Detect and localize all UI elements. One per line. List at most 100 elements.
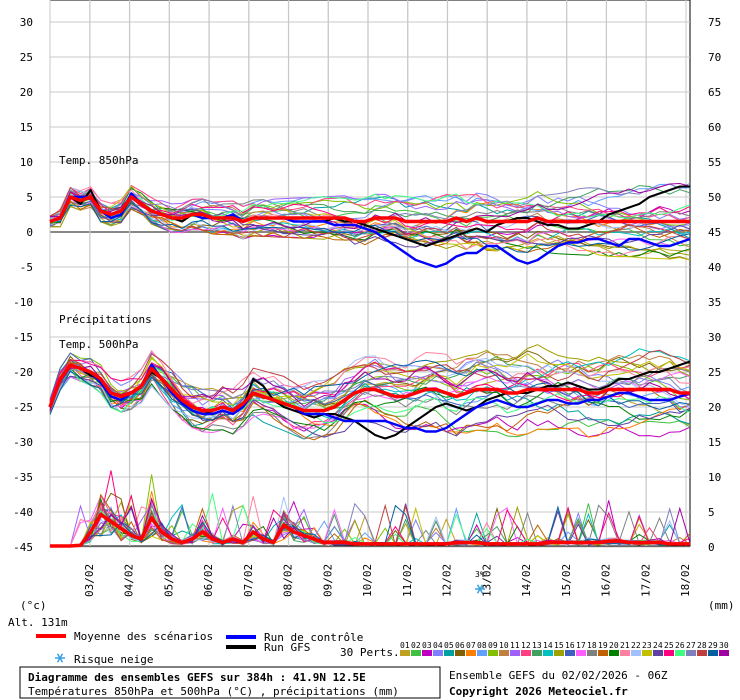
pert-850-line — [49, 200, 691, 253]
left-tick-label: 10 — [20, 156, 33, 169]
pert-number: 30 — [719, 641, 729, 650]
pert-swatch — [433, 650, 443, 656]
pert-swatch — [543, 650, 553, 656]
snowflake-icon — [475, 584, 485, 594]
snowflake-legend-icon — [55, 653, 65, 663]
left-tick-label: 30 — [20, 16, 33, 29]
pert-850-line — [49, 186, 691, 241]
left-tick-label: -5 — [20, 261, 33, 274]
pert-swatch — [609, 650, 619, 656]
pert-swatch — [642, 650, 652, 656]
pert-swatch — [411, 650, 421, 656]
x-tick-label: 11/02 — [401, 564, 414, 597]
t850-mean-line — [49, 195, 690, 224]
main-series — [48, 185, 691, 548]
x-tick-label: 17/02 — [639, 564, 652, 597]
pert-swatch — [422, 650, 432, 656]
left-tick-label: 15 — [20, 121, 33, 134]
left-tick-label: -35 — [13, 471, 33, 484]
pert-number: 19 — [598, 641, 608, 650]
t500-mean-line — [48, 363, 690, 413]
right-tick-label: 60 — [708, 121, 721, 134]
pert-500-line — [49, 353, 691, 406]
pert-850-line — [49, 185, 691, 261]
pert-500-line — [49, 349, 691, 413]
x-axis-ticks: 03/02 04/02 05/02 06/02 07/02 08/02 09/02 10/02… — [83, 564, 692, 597]
x-tick-label: 12/02 — [441, 564, 454, 597]
pert-swatch — [455, 650, 465, 656]
pert-number: 07 — [466, 641, 476, 650]
right-tick-label: 35 — [708, 296, 721, 309]
gfs-legend-label: Run GFS — [264, 641, 310, 654]
pert-850-line — [49, 185, 691, 239]
pert-swatch — [620, 650, 630, 656]
control-legend-label: Run de contrôle — [264, 631, 363, 644]
left-tick-label: -45 — [13, 541, 33, 554]
pert-swatch — [521, 650, 531, 656]
right-tick-label: 5 — [708, 506, 715, 519]
pert-swatch — [719, 650, 729, 656]
right-tick-label: 55 — [708, 156, 721, 169]
pert-number: 12 — [521, 641, 531, 650]
x-tick-label: 05/02 — [162, 564, 175, 597]
pert-swatch — [499, 650, 509, 656]
footer-subtitle: Températures 850hPa et 500hPa (°C) , pré… — [28, 685, 399, 698]
pert-swatch — [664, 650, 674, 656]
footer-box — [19, 666, 441, 699]
right-tick-label: 45 — [708, 226, 721, 239]
pert-swatch — [400, 650, 410, 656]
x-tick-label: 10/02 — [361, 564, 374, 597]
perts-label: 30 Perts. — [340, 646, 400, 659]
pert-number: 09 — [488, 641, 498, 650]
pert-number: 04 — [433, 641, 443, 650]
pert-swatch — [697, 650, 707, 656]
run-info: Ensemble GEFS du 02/02/2026 - 06Z — [449, 669, 668, 682]
left-tick-label: -20 — [13, 366, 33, 379]
left-tick-label: -25 — [13, 401, 33, 414]
pert-number: 26 — [675, 641, 685, 650]
pert-number: 01 — [400, 641, 410, 650]
pert-number: 15 — [554, 641, 564, 650]
pert-number: 22 — [631, 641, 641, 650]
right-tick-label: 25 — [708, 366, 721, 379]
pert-850-line — [49, 185, 691, 234]
pert-850-line — [49, 189, 691, 243]
pert-swatch — [488, 650, 498, 656]
altitude-label: Alt. 131m — [8, 616, 68, 629]
right-tick-label: 70 — [708, 51, 721, 64]
right-tick-label: 10 — [708, 471, 721, 484]
left-tick-label: -40 — [13, 506, 33, 519]
pert-number: 29 — [708, 641, 718, 650]
pert-number: 13 — [532, 641, 542, 650]
pert-number: 08 — [477, 641, 487, 650]
pert-850-line — [49, 195, 691, 235]
left-tick-label: -10 — [13, 296, 33, 309]
pert-number: 28 — [697, 641, 707, 650]
left-tick-label: -15 — [13, 331, 33, 344]
pert-swatch — [598, 650, 608, 656]
right-tick-label: 65 — [708, 86, 721, 99]
left-tick-label: 20 — [20, 86, 33, 99]
left-axis-unit: (°c) — [20, 599, 47, 612]
pert-swatch — [510, 650, 520, 656]
pert-number: 27 — [686, 641, 696, 650]
pert-swatch — [554, 650, 564, 656]
pert-swatch — [653, 650, 663, 656]
pert-swatch — [444, 650, 454, 656]
pert-number: 18 — [587, 641, 597, 650]
pert-swatch — [708, 650, 718, 656]
footer-title: Diagramme des ensembles GEFS sur 384h : … — [28, 671, 366, 684]
x-tick-label: 14/02 — [520, 564, 533, 597]
x-tick-label: 15/02 — [560, 564, 573, 597]
x-tick-label: 06/02 — [202, 564, 215, 597]
pert-number: 16 — [565, 641, 575, 650]
pert-number: 17 — [576, 641, 586, 650]
left-tick-label: 5 — [26, 191, 33, 204]
right-tick-label: 30 — [708, 331, 721, 344]
x-tick-label: 03/02 — [83, 564, 96, 597]
right-tick-label: 15 — [708, 436, 721, 449]
grid — [49, 0, 691, 548]
x-tick-label: 08/02 — [282, 564, 295, 597]
pert-number: 06 — [455, 641, 465, 650]
